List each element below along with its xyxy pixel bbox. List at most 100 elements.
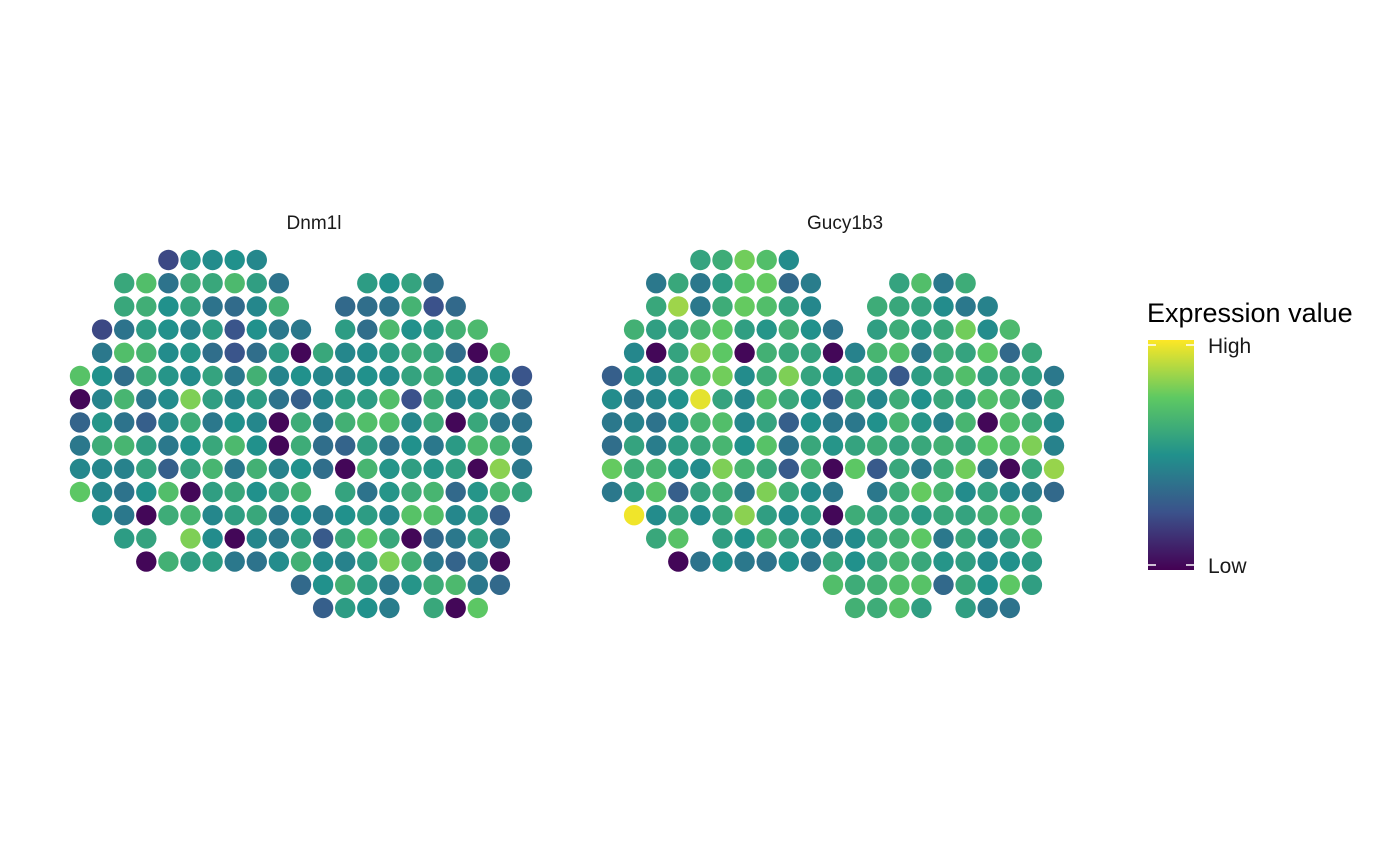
spot [646,389,667,410]
spot [690,319,711,340]
spot [312,597,334,619]
spot [180,412,201,433]
legend-label-high: High [1208,335,1251,358]
spot [911,574,932,595]
spot [646,319,667,340]
spot [423,412,444,433]
spot [401,342,422,363]
spot [955,342,976,363]
spot [180,528,201,549]
spot [335,412,356,433]
spot [91,342,113,363]
spot [800,319,822,340]
legend: Expression value High Low [1147,298,1353,578]
spot [756,342,777,363]
spot [999,551,1020,572]
spot [911,365,932,387]
spot [423,551,444,572]
spot [224,528,245,549]
spot [445,574,466,595]
spot [977,342,998,363]
spot [445,319,466,340]
spot [246,435,267,456]
spot [180,435,201,456]
spot [999,505,1020,526]
spot [601,389,623,410]
spot [889,481,910,503]
spot [401,319,422,340]
spot [756,435,777,456]
spot [379,365,400,387]
spot [999,365,1020,387]
spot [690,458,711,479]
spot [955,551,976,572]
spot [800,551,822,572]
spot [800,389,822,410]
spot [312,458,334,479]
spot [623,365,645,387]
spot [977,412,998,433]
spot [467,574,488,595]
spot [822,389,844,410]
spot [778,412,799,433]
spot [955,597,976,619]
spot [224,481,245,503]
spot [114,505,135,526]
spot [379,458,400,479]
spot [91,389,113,410]
spot [114,528,135,549]
spot [646,342,667,363]
spot [158,458,179,479]
spot [778,273,799,294]
spot [668,365,689,387]
spot [268,435,290,456]
spot [401,435,422,456]
spot [224,458,245,479]
spot [136,481,157,503]
spot [335,389,356,410]
spot [800,435,822,456]
spot [1021,481,1043,503]
panel-title-gucy1b3: Gucy1b3 [807,213,883,234]
spot [224,342,245,363]
spot [668,458,689,479]
spot [445,342,466,363]
spot [1043,435,1065,456]
spot [290,435,312,456]
spot [357,597,378,619]
spot [889,296,910,317]
spot [445,458,466,479]
spot [335,458,356,479]
spot [844,412,866,433]
spot [202,342,223,363]
spot [646,273,667,294]
spot [312,505,334,526]
spot [778,365,799,387]
spot [401,505,422,526]
spot [756,528,777,549]
spot [489,435,511,456]
spot [379,574,400,595]
spot [290,551,312,572]
spot [690,273,711,294]
spot [268,273,290,294]
spot [977,435,998,456]
spot [800,528,822,549]
spot [401,273,422,294]
spot [511,458,533,479]
spot [379,528,400,549]
spot [136,273,157,294]
spot [889,458,910,479]
spot [489,574,511,595]
spot [822,551,844,572]
spot [268,481,290,503]
spot [180,273,201,294]
spot [202,412,223,433]
spot [822,365,844,387]
spot [756,389,777,410]
spot [756,273,777,294]
spot [977,574,998,595]
spot [844,365,866,387]
spot [756,365,777,387]
